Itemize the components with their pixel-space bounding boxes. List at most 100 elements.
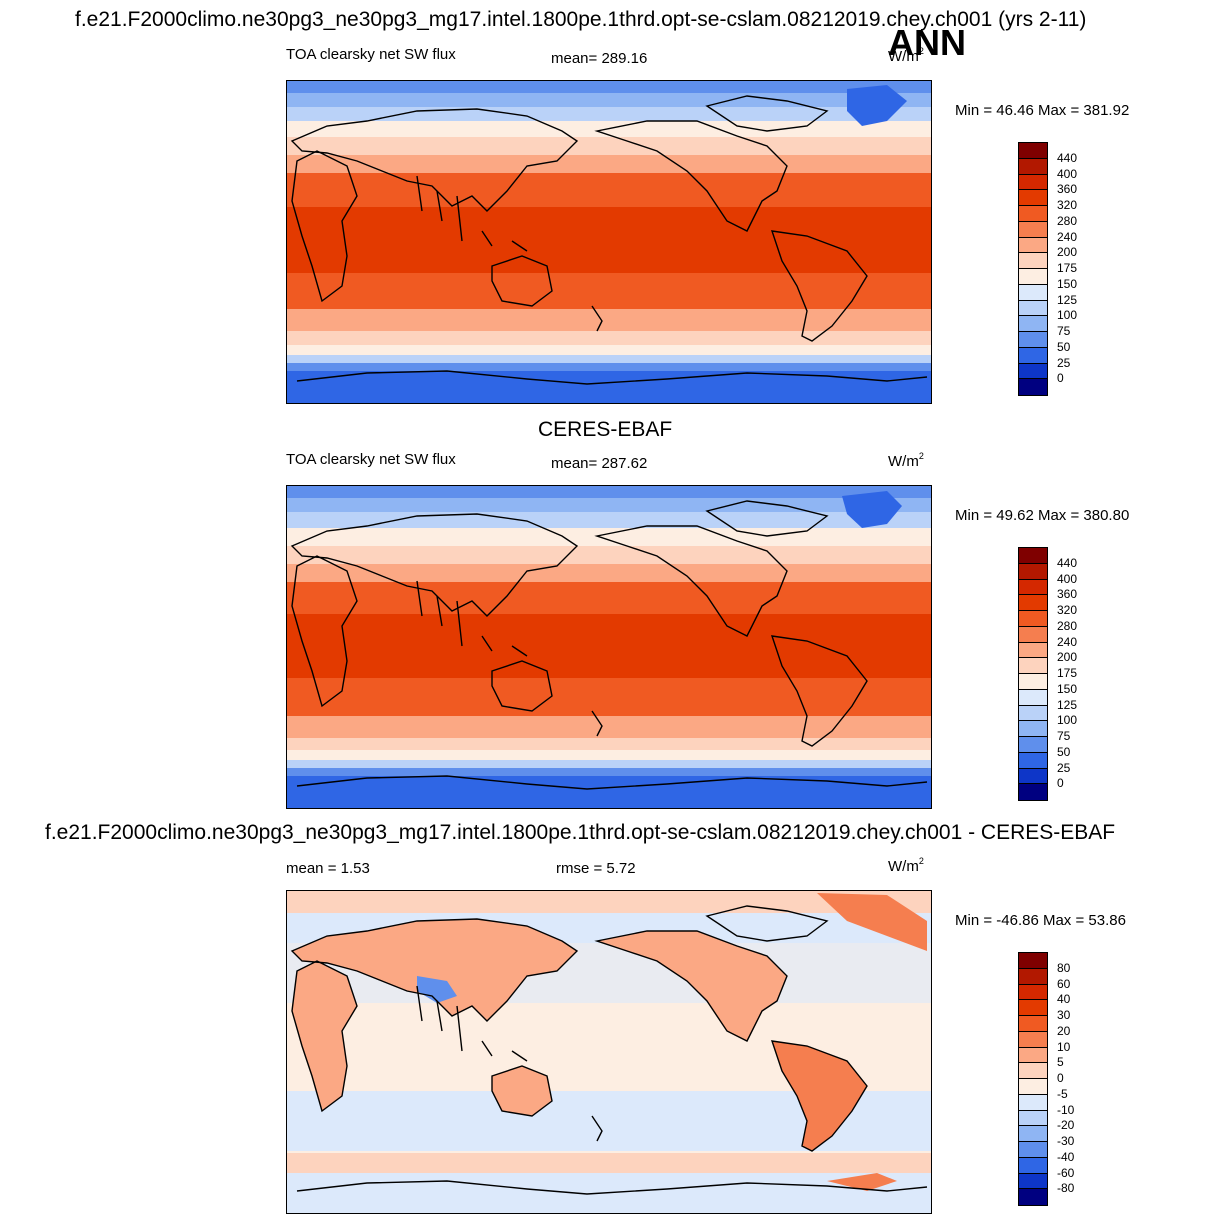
colorbar-swatch [1019,705,1047,722]
colorbar-tick-label: 100 [1057,713,1078,728]
colorbar-tick-label: 200 [1057,650,1078,665]
colorbar-tick-label: 240 [1057,634,1078,649]
colorbar-tick-label: -40 [1057,1149,1075,1164]
colorbar-tick-label: 150 [1057,276,1078,291]
colorbar-swatch [1019,269,1047,285]
panel3-colorbar [1018,952,1048,1206]
colorbar-swatch [1019,1047,1047,1064]
colorbar-tick-label: 200 [1057,245,1078,260]
colorbar-swatch [1019,752,1047,769]
colorbar-swatch [1019,737,1047,753]
colorbar-swatch [1019,221,1047,238]
colorbar-swatch [1019,190,1047,206]
colorbar-tick-label: 440 [1057,150,1078,165]
colorbar-swatch [1019,658,1047,674]
panel2-variable: TOA clearsky net SW flux [286,451,456,468]
panel1-units: W/m2 [888,46,924,65]
colorbar-tick-label: 25 [1057,355,1071,370]
panel2-units: W/m2 [888,451,924,470]
panel2-colorbar [1018,547,1048,801]
colorbar-swatch [1019,595,1047,611]
colorbar-swatch [1019,347,1047,364]
colorbar-tick-label: 280 [1057,213,1078,228]
colorbar-swatch [1019,316,1047,332]
colorbar-tick-label: 125 [1057,697,1078,712]
colorbar-swatch [1019,1157,1047,1174]
colorbar-swatch [1019,363,1047,380]
colorbar-tick-label: 25 [1057,760,1071,775]
colorbar-tick-label: 440 [1057,555,1078,570]
colorbar-tick-label: 320 [1057,198,1078,212]
colorbar-tick-label: -80 [1057,1181,1075,1196]
colorbar-swatch [1019,579,1047,596]
colorbar-swatch [1019,1079,1047,1095]
colorbar-swatch [1019,332,1047,348]
panel1-colorbar [1018,142,1048,396]
colorbar-tick-label: 50 [1057,744,1071,759]
colorbar-tick-label: 125 [1057,292,1078,307]
colorbar-tick-label: -5 [1057,1086,1068,1101]
colorbar-tick-label: -10 [1057,1102,1075,1117]
colorbar-swatch [1019,953,1047,969]
colorbar-tick-label: -20 [1057,1118,1075,1133]
panel1-variable: TOA clearsky net SW flux [286,46,456,63]
colorbar-tick-label: 30 [1057,1008,1071,1022]
colorbar-tick-label: 150 [1057,681,1078,696]
colorbar-swatch [1019,237,1047,254]
colorbar-swatch [1019,143,1047,159]
colorbar-tick-label: 5 [1057,1055,1064,1070]
colorbar-swatch [1019,611,1047,627]
colorbar-tick-label: 75 [1057,324,1071,338]
colorbar-tick-label: 175 [1057,666,1078,680]
colorbar-swatch [1019,984,1047,1001]
panel2-title: CERES-EBAF [538,418,673,441]
colorbar-tick-label: 100 [1057,308,1078,323]
panel3-mean: mean = 1.53 [286,860,370,877]
season-label: ANN [888,22,966,63]
panel2-mean: mean= 287.62 [551,455,648,472]
panel2-minmax: Min = 49.62 Max = 380.80 [955,507,1130,524]
colorbar-swatch [1019,968,1047,985]
panel1-mean: mean= 289.16 [551,50,648,67]
colorbar-swatch [1019,674,1047,690]
panel2-map [286,485,932,809]
colorbar-swatch [1019,1173,1047,1190]
colorbar-swatch [1019,1031,1047,1048]
colorbar-swatch [1019,1189,1047,1205]
colorbar-swatch [1019,626,1047,643]
colorbar-swatch [1019,158,1047,175]
colorbar-swatch [1019,1094,1047,1111]
colorbar-swatch [1019,1142,1047,1158]
colorbar-swatch [1019,253,1047,269]
colorbar-swatch [1019,784,1047,800]
colorbar-tick-label: 400 [1057,571,1078,586]
colorbar-swatch [1019,1063,1047,1079]
colorbar-swatch [1019,563,1047,580]
colorbar-tick-label: 400 [1057,166,1078,181]
colorbar-tick-label: 0 [1057,371,1064,386]
panel3-rmse: rmse = 5.72 [556,860,636,877]
colorbar-swatch [1019,174,1047,191]
colorbar-tick-label: 40 [1057,992,1071,1007]
colorbar-swatch [1019,284,1047,301]
colorbar-swatch [1019,206,1047,222]
colorbar-tick-label: -30 [1057,1134,1075,1148]
figure-title: f.e21.F2000climo.ne30pg3_ne30pg3_mg17.in… [75,8,1087,31]
colorbar-tick-label: 320 [1057,603,1078,617]
colorbar-tick-label: 10 [1057,1039,1071,1054]
colorbar-tick-label: 240 [1057,229,1078,244]
colorbar-tick-label: 0 [1057,1071,1064,1085]
panel3-title: f.e21.F2000climo.ne30pg3_ne30pg3_mg17.in… [45,821,1116,844]
colorbar-tick-label: 360 [1057,587,1078,602]
colorbar-swatch [1019,548,1047,564]
colorbar-swatch [1019,1000,1047,1016]
colorbar-swatch [1019,768,1047,785]
colorbar-swatch [1019,721,1047,737]
colorbar-tick-label: 50 [1057,339,1071,354]
colorbar-tick-label: 80 [1057,960,1071,975]
panel1-map [286,80,932,404]
colorbar-swatch [1019,642,1047,659]
colorbar-tick-label: 0 [1057,776,1064,791]
colorbar-swatch [1019,1016,1047,1032]
colorbar-tick-label: 60 [1057,976,1071,991]
